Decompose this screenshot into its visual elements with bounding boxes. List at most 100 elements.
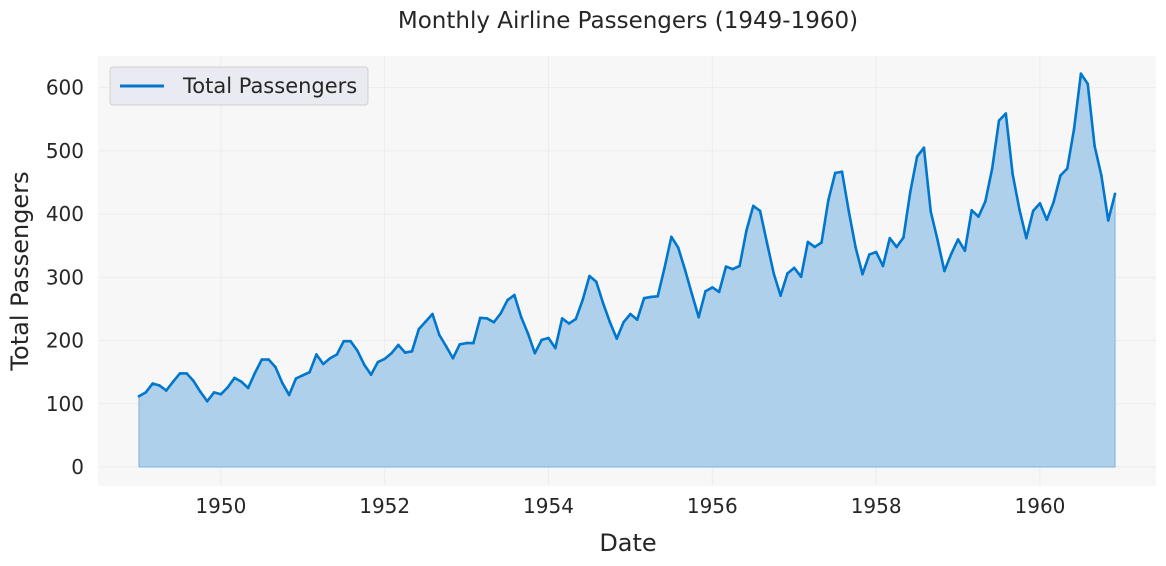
data-point xyxy=(444,344,448,348)
data-point xyxy=(335,353,339,356)
y-axis-label: Total Passengers xyxy=(6,171,34,371)
x-tick-label: 1954 xyxy=(523,494,574,518)
data-point xyxy=(833,171,837,175)
data-point xyxy=(758,209,762,213)
data-point xyxy=(874,250,878,254)
data-point xyxy=(799,275,803,278)
data-point xyxy=(1079,72,1083,76)
data-point xyxy=(779,294,782,297)
y-tick-label: 500 xyxy=(46,139,84,163)
x-tick-label: 1958 xyxy=(851,494,902,518)
data-point xyxy=(711,286,714,289)
data-point xyxy=(1052,200,1055,204)
data-point xyxy=(315,353,318,356)
data-point xyxy=(1045,218,1049,222)
data-point xyxy=(949,252,953,256)
data-point xyxy=(738,264,741,268)
data-point xyxy=(963,249,967,253)
data-point xyxy=(1038,202,1042,205)
data-point xyxy=(868,253,871,256)
data-point xyxy=(697,315,700,319)
data-point xyxy=(594,280,598,284)
data-point xyxy=(1100,174,1103,177)
data-point xyxy=(751,204,755,208)
data-point xyxy=(895,245,898,249)
data-point xyxy=(246,386,250,390)
data-point xyxy=(185,372,189,375)
data-point xyxy=(717,290,721,294)
data-point xyxy=(608,320,612,324)
data-point xyxy=(178,372,182,375)
data-point xyxy=(492,320,496,324)
data-point xyxy=(676,246,680,249)
data-point xyxy=(840,170,844,174)
data-point xyxy=(615,337,619,340)
data-point xyxy=(287,393,291,397)
data-point xyxy=(164,389,168,392)
data-point xyxy=(205,399,209,403)
data-point xyxy=(629,312,632,316)
data-point xyxy=(1065,167,1069,170)
data-point xyxy=(601,301,605,305)
data-point xyxy=(560,317,564,320)
data-point xyxy=(622,320,625,324)
data-point xyxy=(929,210,933,213)
data-point xyxy=(813,245,817,249)
data-point xyxy=(588,274,591,278)
data-point xyxy=(451,356,455,360)
data-point xyxy=(977,215,980,218)
y-axis-ticks: 0 100 200 300 400 500 600 xyxy=(46,76,84,479)
data-point xyxy=(1072,127,1076,131)
data-point xyxy=(383,357,386,361)
data-point xyxy=(581,298,584,302)
data-point xyxy=(990,167,994,170)
data-point xyxy=(280,381,284,385)
data-point xyxy=(506,298,509,302)
data-point xyxy=(567,322,571,325)
data-point xyxy=(656,294,660,298)
x-axis-label: Date xyxy=(599,529,656,557)
data-point xyxy=(690,292,694,296)
y-tick-label: 0 xyxy=(71,455,84,479)
data-point xyxy=(888,236,892,240)
data-point xyxy=(1025,236,1028,240)
data-points xyxy=(137,72,1117,403)
data-point xyxy=(390,351,393,355)
y-tick-label: 300 xyxy=(46,265,84,289)
data-point xyxy=(137,394,141,398)
data-point xyxy=(260,358,264,361)
data-point xyxy=(731,267,735,271)
data-point xyxy=(704,289,707,293)
data-point xyxy=(513,293,516,297)
data-point xyxy=(915,155,919,158)
data-point xyxy=(792,266,796,270)
data-point xyxy=(943,269,946,273)
data-point xyxy=(683,268,687,272)
data-point xyxy=(274,365,277,369)
data-point xyxy=(820,241,823,244)
data-point xyxy=(861,272,864,276)
data-point xyxy=(663,266,666,270)
data-point xyxy=(922,146,926,149)
data-point xyxy=(533,351,537,355)
x-tick-label: 1956 xyxy=(687,494,738,518)
data-point xyxy=(1059,174,1062,177)
data-point xyxy=(328,356,332,360)
data-point xyxy=(253,371,257,375)
data-point xyxy=(1086,82,1090,86)
data-point xyxy=(465,341,468,345)
data-point xyxy=(301,374,305,377)
data-point xyxy=(881,264,885,268)
legend: Total Passengers xyxy=(109,66,369,106)
data-point xyxy=(724,265,728,268)
data-point xyxy=(1018,208,1021,211)
data-point xyxy=(267,358,270,361)
data-point xyxy=(321,362,325,366)
x-axis-ticks: 1950 1952 1954 1956 1958 1960 xyxy=(195,494,1065,518)
x-tick-label: 1960 xyxy=(1015,494,1066,518)
data-point xyxy=(827,198,830,202)
data-point xyxy=(1113,192,1117,196)
data-point xyxy=(908,190,912,194)
data-point xyxy=(376,360,380,364)
